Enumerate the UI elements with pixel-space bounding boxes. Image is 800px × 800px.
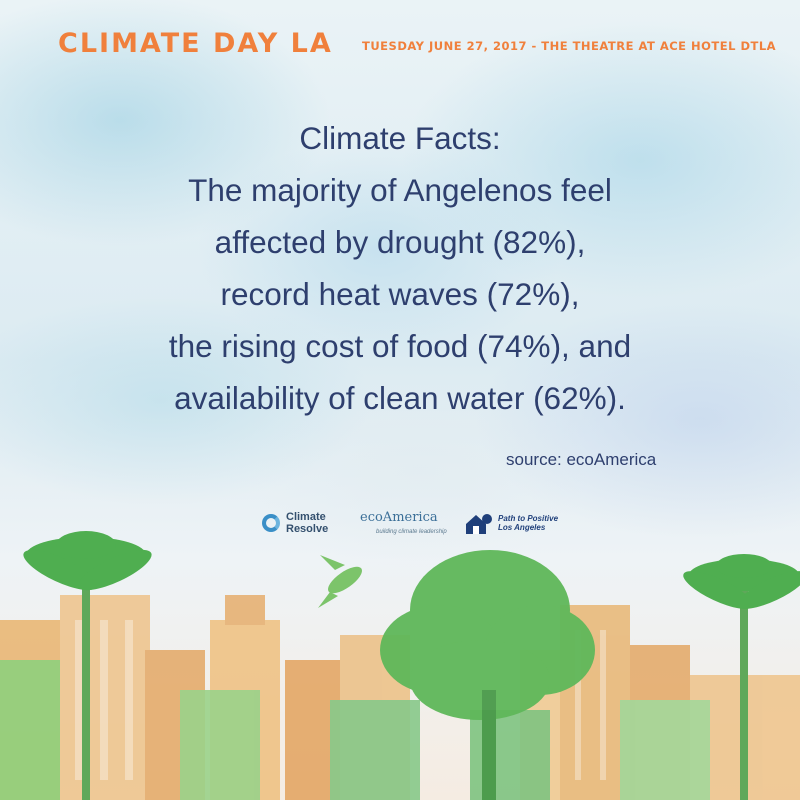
palm-tree-right (683, 554, 800, 800)
tree-illustration (380, 550, 595, 800)
facts-line: The majority of Angelenos feel (188, 172, 612, 208)
building (0, 660, 60, 800)
path-to-positive-line2: Los Angeles (498, 523, 546, 532)
event-title: CLIMATE DAY LA (58, 28, 333, 59)
building (620, 700, 710, 800)
climate-facts: Climate Facts: The majority of Angelenos… (40, 112, 760, 424)
hummingbird-illustration (318, 555, 363, 608)
building (180, 690, 260, 800)
facts-line: record heat waves (72%), (220, 276, 580, 312)
source-credit: source: ecoAmerica (506, 450, 657, 469)
building (225, 595, 265, 625)
house-icon (466, 514, 492, 534)
facts-line: availability of clean water (62%). (174, 380, 626, 416)
event-details: TUESDAY JUNE 27, 2017 - THE THEATRE AT A… (362, 39, 777, 53)
ecoamerica-tagline: building climate leadership (376, 529, 447, 535)
facts-heading: Climate Facts: (299, 120, 501, 156)
city-skyline-illustration (0, 531, 800, 800)
ecoamerica-name: ecoAmerica (360, 510, 438, 525)
facts-line: affected by drought (82%), (214, 224, 586, 260)
building (60, 595, 150, 800)
climate-resolve-line2: Resolve (286, 523, 329, 535)
facts-line: the rising cost of food (74%), and (168, 328, 632, 364)
climate-resolve-line1: Climate (286, 511, 326, 523)
path-to-positive-line1: Path to Positive (498, 514, 559, 523)
building (330, 700, 420, 800)
sponsor-logos: Climate Resolve ecoAmerica building clim… (0, 510, 800, 546)
palm-tree-left (23, 531, 152, 800)
climate-resolve-icon (262, 514, 280, 532)
header: CLIMATE DAY LA TUESDAY JUNE 27, 2017 - T… (58, 28, 780, 68)
